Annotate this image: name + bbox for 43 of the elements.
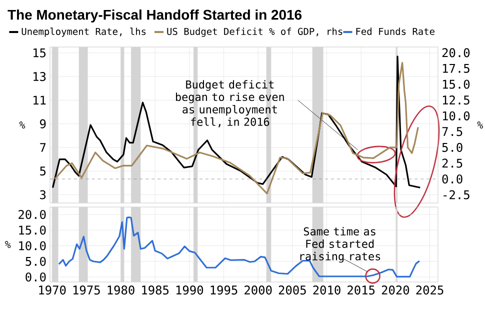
x-tick-label: 2000 — [244, 286, 272, 295]
y-tick-label: 9 — [40, 119, 46, 128]
y2-tick-label: 5.0 — [442, 142, 462, 152]
legend-label: Unemployment Rate, lhs — [22, 28, 146, 37]
x-tick-label: 1995 — [210, 286, 238, 295]
chart-title: The Monetary-Fiscal Handoff Started in 2016 — [8, 9, 302, 22]
y-tick-label: 10.0 — [19, 241, 46, 250]
x-tick-label: 1990 — [176, 286, 204, 295]
x-tick-label: 2025 — [416, 286, 444, 295]
y-tick-label: 15.0 — [19, 226, 46, 235]
x-tick-label: 1975 — [73, 286, 100, 295]
x-tick-label: 1980 — [108, 286, 134, 295]
x-tick-label: 1970 — [39, 286, 66, 295]
y2-tick-label: 15.0 — [442, 80, 470, 89]
x-tick-label: 2020 — [382, 286, 410, 295]
y-tick-label: 11 — [34, 96, 46, 105]
y-tick-label: 15 — [34, 48, 46, 58]
y2-tick-label: 12.5 — [442, 96, 470, 105]
x-tick-label: 2010 — [313, 286, 340, 295]
annotation: Budget deficit began to rise even as unemployment fell, in 2016 — [176, 80, 284, 128]
y2-tick-label: -2.5 — [444, 190, 470, 200]
y-tick-label: 0.0 — [26, 272, 46, 282]
y-tick-label: 20.0 — [18, 210, 46, 220]
y2-tick-label: 17.5 — [442, 64, 470, 73]
y-axis-title: % — [5, 241, 11, 248]
y-tick-label: 7 — [40, 143, 46, 152]
y-tick-label: 3 — [40, 190, 46, 200]
y2-tick-label: 7.5 — [442, 127, 462, 136]
legend-label: US Budget Deficit % of GDP, rhs — [167, 28, 342, 37]
y2-tick-label: 2.5 — [442, 158, 462, 168]
legend-label: Fed Funds Rate — [356, 28, 434, 36]
x-tick-label: 2005 — [278, 286, 306, 295]
y-tick-label: 13 — [34, 72, 46, 82]
y2-tick-label: 20.0 — [442, 48, 470, 58]
x-tick-label: 2015 — [348, 286, 375, 295]
y2-tick-label: 0.0 — [442, 174, 462, 184]
y-axis-title: % — [19, 122, 26, 128]
y2-tick-label: 10.0 — [442, 111, 470, 120]
y-tick-label: 5.0 — [26, 256, 46, 266]
y-tick-label: 5 — [40, 166, 46, 176]
annotation: Same time as Fed started raising rates — [300, 227, 380, 263]
x-tick-label: 1985 — [142, 286, 169, 295]
y2-axis-title: % — [477, 122, 484, 128]
